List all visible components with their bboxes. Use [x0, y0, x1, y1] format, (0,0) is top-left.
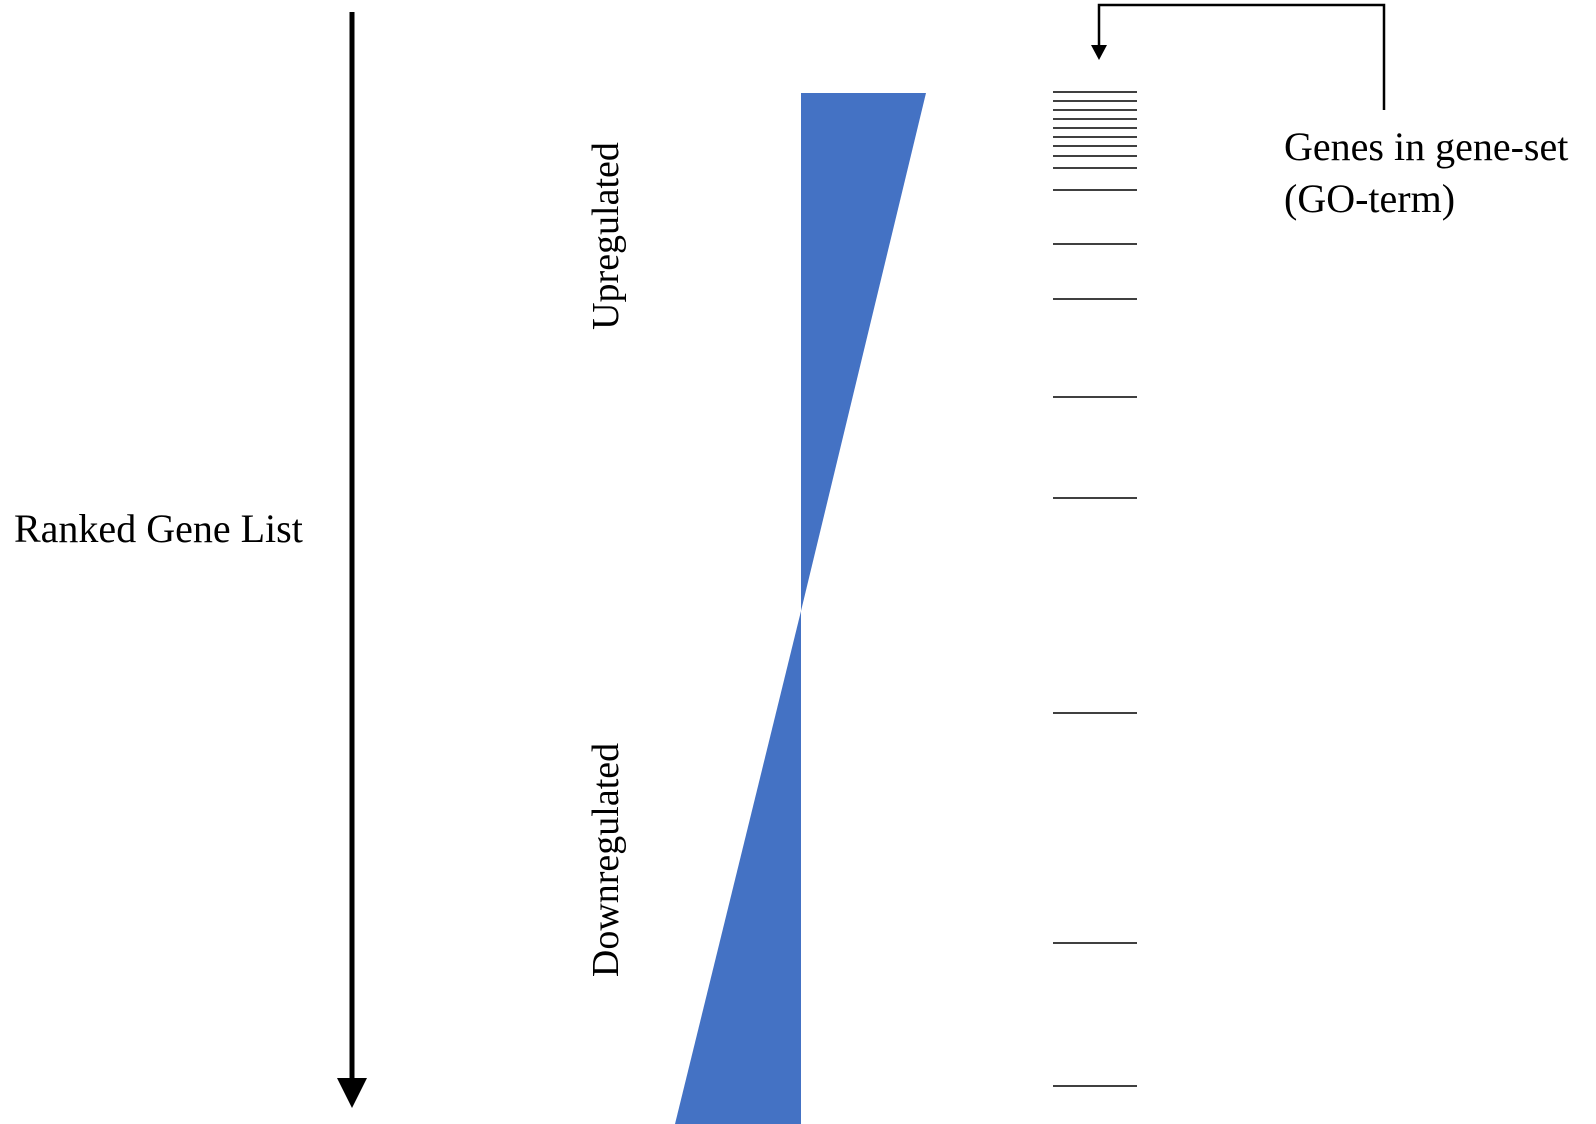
- gene-set-label-line1: Genes in gene-set: [1284, 124, 1568, 169]
- connector-arrowhead: [1091, 45, 1107, 60]
- gene-set-hit-marks: [1053, 91, 1137, 1087]
- downregulated-label: Downregulated: [585, 743, 627, 977]
- upregulated-wedge: [801, 93, 926, 611]
- gene-set-label-line2: (GO-term): [1284, 176, 1455, 221]
- ranked-gene-list-label: Ranked Gene List: [14, 506, 303, 551]
- gene-set-connector: [1091, 3, 1386, 110]
- downregulated-wedge: [675, 611, 801, 1124]
- ranked-list-arrow: [337, 12, 367, 1108]
- upregulated-label: Upregulated: [585, 142, 627, 330]
